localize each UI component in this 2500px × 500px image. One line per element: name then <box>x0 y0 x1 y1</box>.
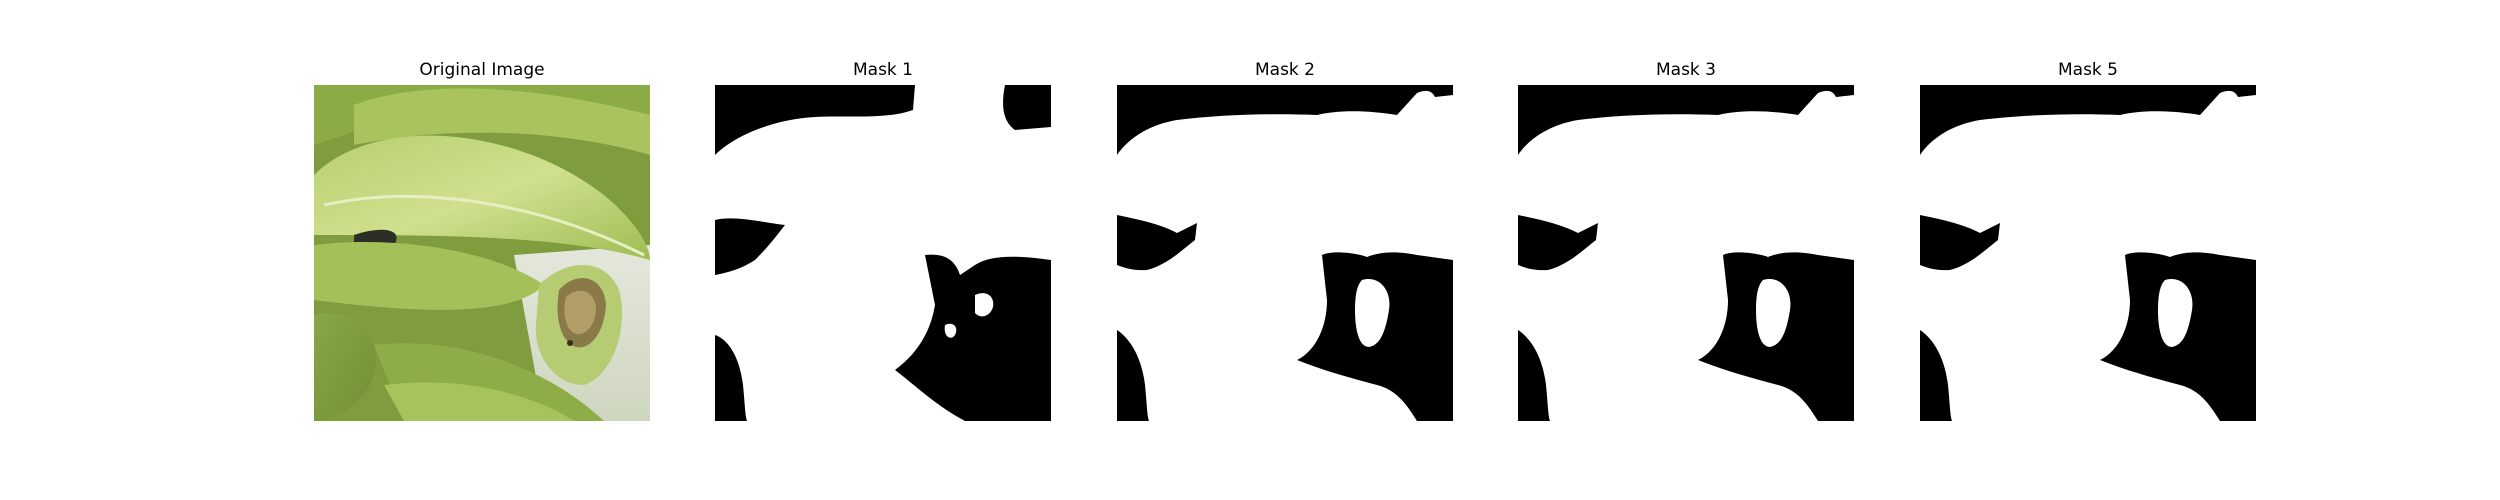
panel-title: Mask 1 <box>852 60 913 80</box>
mask-1-image <box>715 85 1051 421</box>
panel-title: Original Image <box>419 60 545 80</box>
panel-title: Mask 3 <box>1655 60 1716 80</box>
panel-title: Mask 5 <box>2057 60 2118 80</box>
panel-title: Mask 2 <box>1254 60 1315 80</box>
mask-3-image <box>1518 85 1854 421</box>
mask-5-image <box>1920 85 2256 421</box>
original-leaf-photo <box>314 85 650 421</box>
mask-2-image <box>1117 85 1453 421</box>
